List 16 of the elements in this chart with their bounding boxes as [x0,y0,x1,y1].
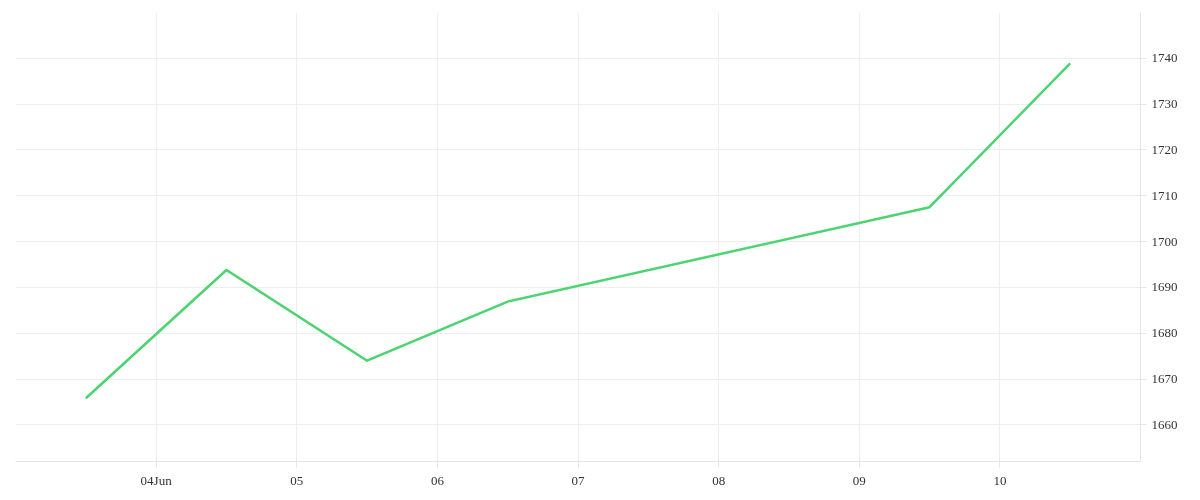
x-tick-label: 05 [290,472,304,488]
y-tick-label: 1700 [1151,233,1178,249]
x-tick-label: 10 [993,472,1007,488]
y-tick-label: 1720 [1151,141,1178,157]
y-tick-label: 1670 [1151,371,1178,387]
y-tick-label: 1680 [1151,325,1178,341]
x-tick-label: 06 [430,472,445,488]
y-tick-label: 1740 [1151,50,1178,66]
y-tick-label: 1710 [1151,187,1178,203]
y-tick-label: 1690 [1151,279,1178,295]
y-tick-label: 1660 [1151,416,1178,432]
y-tick-label: 1730 [1151,96,1178,112]
x-tick-label: 09 [852,472,866,488]
x-tick-label: 07 [571,472,585,488]
x-tick-label: 04Jun [140,472,173,488]
x-tick-label: 08 [712,472,726,488]
